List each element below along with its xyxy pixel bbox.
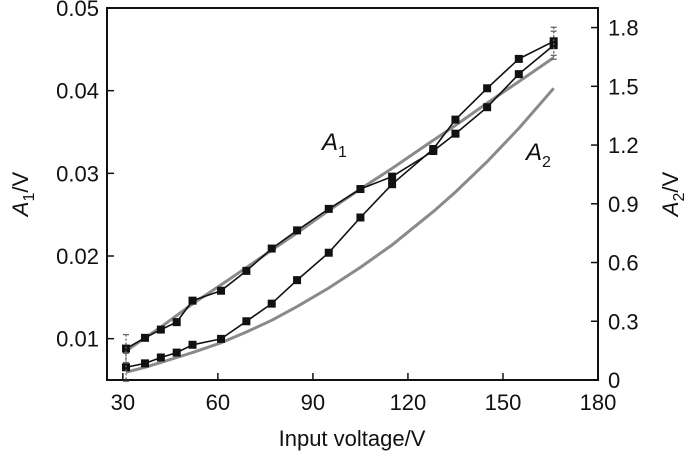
y-right-tick-label: 1.8: [608, 16, 639, 41]
x-tick-label: 180: [580, 390, 617, 415]
data-point-a1: [483, 103, 492, 112]
svg-text:A2/V: A2/V: [658, 171, 688, 218]
y-left-tick-label: 0.02: [56, 244, 99, 269]
y-left-tick-label: 0.01: [56, 327, 99, 352]
series-label-a2-sub: 2: [542, 154, 551, 171]
y-right-tick-label: 0.9: [608, 192, 639, 217]
data-point-a1: [172, 318, 181, 327]
series-label-a2-main: A: [524, 139, 542, 166]
data-point-a1: [293, 226, 302, 235]
y-right-title-main: A: [658, 202, 683, 219]
data-point-a2: [356, 213, 365, 222]
data-point-a2: [429, 144, 438, 153]
data-point-a1: [267, 244, 276, 253]
y-right-title-sub: 2: [671, 193, 688, 202]
data-point-a1: [188, 296, 197, 305]
series-label-a1: A1: [320, 129, 347, 161]
data-point-a1: [388, 172, 397, 181]
labels: 30 60 90 120 150 180 0.01 0.02 0.03 0.04 0.05 0 0.3 0…: [56, 0, 638, 415]
data-point-a2: [242, 317, 251, 326]
ticks: [107, 7, 599, 381]
data-point-a2: [324, 248, 333, 257]
series-label-a2: A2: [524, 139, 551, 171]
series-label-a1-main: A: [320, 129, 338, 156]
data-point-a2: [293, 276, 302, 285]
data-point-a1: [356, 185, 365, 194]
y-left-title-tail: /V: [8, 171, 33, 192]
x-tick-label: 90: [301, 390, 325, 415]
y-right-tick-label: 0.3: [608, 309, 639, 334]
y-left-tick-label: 0.04: [56, 79, 99, 104]
y-right-tick-label: 0.6: [608, 251, 639, 276]
fit-curve-a1: [125, 56, 555, 353]
data-point-a1: [156, 325, 165, 334]
data-point-a1: [141, 333, 150, 342]
data-point-a2: [217, 334, 226, 343]
y-right-tick-label: 0: [608, 368, 620, 393]
y-right-tick-label: 1.2: [608, 133, 639, 158]
data-point-a2: [188, 340, 197, 349]
x-tick-label: 60: [206, 390, 230, 415]
y-left-axis-title: A1/V: [8, 171, 38, 218]
data-point-a2: [451, 115, 460, 124]
data-point-a2: [156, 353, 165, 362]
x-axis-title: Input voltage/V: [279, 426, 426, 451]
y-right-axis-title: A2/V: [658, 171, 688, 218]
data-point-a2: [141, 359, 150, 368]
data-point-a2: [267, 299, 276, 308]
plot-frame: [106, 7, 599, 381]
data-point-a1: [514, 70, 523, 79]
data-point-a2: [172, 348, 181, 357]
x-tick-label: 150: [485, 390, 522, 415]
data-point-a1: [451, 129, 460, 138]
data-point-a1: [242, 266, 251, 275]
fit-curve-a2: [125, 87, 555, 374]
y-left-tick-label: 0.05: [56, 0, 99, 21]
data-point-a2: [514, 54, 523, 63]
svg-text:A1/V: A1/V: [8, 171, 38, 218]
data-point-a1: [217, 286, 226, 295]
data-point-a2: [388, 180, 397, 189]
y-left-title-main: A: [8, 202, 33, 219]
data-markers: [122, 26, 558, 382]
x-tick-label: 30: [111, 390, 135, 415]
y-right-title-tail: /V: [658, 171, 683, 192]
series-label-a1-sub: 1: [338, 144, 347, 161]
x-tick-label: 120: [390, 390, 427, 415]
y-right-tick-label: 1.5: [608, 74, 639, 99]
data-point-a2: [483, 84, 492, 93]
y-left-tick-label: 0.03: [56, 161, 99, 186]
data-point-a1: [324, 204, 333, 213]
y-left-title-sub: 1: [21, 193, 38, 202]
